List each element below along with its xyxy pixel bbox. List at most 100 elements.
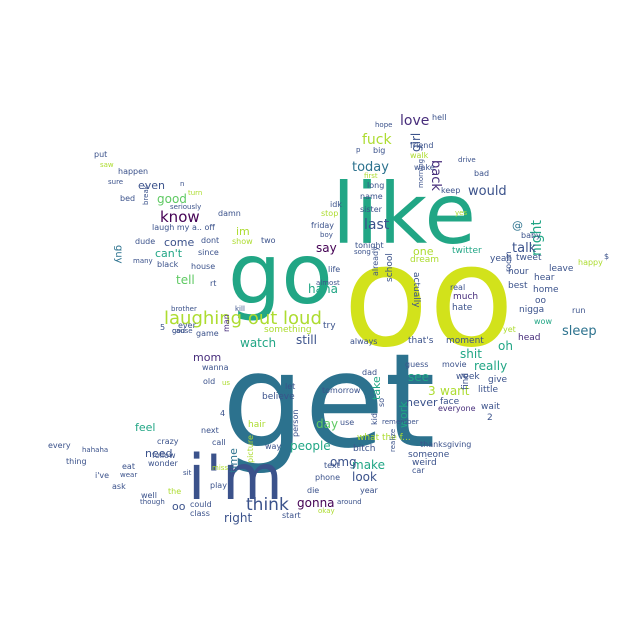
word: want [440, 384, 470, 398]
word: person [291, 409, 300, 437]
word: come [164, 236, 195, 249]
word: go [228, 225, 333, 323]
word: even [138, 179, 166, 192]
word: get [222, 325, 436, 477]
word: never [406, 396, 438, 409]
word: home [533, 285, 559, 295]
word: year [360, 486, 378, 495]
word: someone [408, 450, 450, 460]
word: one [413, 245, 434, 258]
word: next [201, 426, 219, 435]
word: mom [193, 351, 222, 364]
word: little [478, 385, 499, 395]
word: still [296, 333, 317, 347]
word: give [488, 375, 508, 385]
word: 2 [487, 413, 493, 423]
word: sleep [562, 324, 597, 339]
word: sister [360, 205, 382, 214]
word: time [227, 448, 240, 473]
word: shit [460, 347, 482, 361]
word: moment [446, 336, 484, 346]
word: wait [481, 402, 500, 412]
word: actually [411, 272, 421, 308]
word: love [400, 113, 430, 129]
word: walk [410, 151, 429, 160]
word: wake [414, 163, 435, 172]
word: hahaha [82, 446, 109, 454]
word: way [265, 442, 282, 451]
word: im [236, 225, 250, 238]
word: room [504, 251, 513, 272]
word: omg [330, 455, 357, 469]
word: okay [318, 507, 335, 515]
word: car [412, 466, 425, 475]
word: n [180, 180, 185, 188]
word: would [468, 184, 507, 199]
word: class [190, 509, 210, 518]
word: since [198, 248, 219, 257]
word: everyone [438, 404, 476, 413]
word: oo [343, 216, 515, 379]
word: can't [155, 247, 183, 260]
word: people [290, 439, 331, 453]
word: see [408, 370, 430, 384]
word: the [168, 487, 182, 496]
word: p [356, 146, 361, 154]
word: boy [320, 231, 333, 239]
word: right [224, 511, 253, 525]
word: let [285, 382, 296, 391]
word: every [48, 441, 71, 450]
word: start [282, 511, 301, 520]
word: idk [330, 200, 342, 209]
word: already [371, 246, 380, 276]
word: guess [405, 360, 429, 369]
word: think [246, 495, 289, 515]
word: two [261, 236, 276, 245]
word: hour [508, 267, 529, 277]
word: remember [382, 418, 419, 426]
word: picture [246, 435, 255, 463]
word: best [508, 281, 528, 291]
word: ever [178, 321, 196, 330]
word: day [316, 417, 339, 431]
word: school [385, 253, 395, 282]
word: laughing out loud [164, 308, 322, 329]
word: week [456, 372, 480, 382]
word: man [222, 314, 231, 332]
word: good [157, 192, 187, 206]
word: brother [171, 305, 197, 313]
word: today [352, 160, 389, 175]
word: make [352, 458, 385, 472]
word: tell [176, 273, 195, 287]
word: tonight [355, 241, 384, 250]
word: drive [458, 156, 476, 164]
word: dad [362, 368, 378, 377]
word: happy [578, 258, 603, 267]
word: happen [118, 167, 149, 176]
word: dude [135, 237, 156, 246]
word: yeah [490, 254, 513, 264]
word: stop [321, 209, 339, 218]
word: much [453, 292, 479, 302]
word: song [354, 248, 371, 256]
word: laugh my a.. off [152, 223, 215, 232]
word: oo [172, 500, 186, 513]
word: turn [188, 189, 203, 197]
word: tomorrow [322, 386, 361, 395]
word: call [212, 438, 226, 447]
word: hair [248, 420, 266, 430]
word: i've [95, 471, 110, 480]
word: @ [512, 219, 523, 232]
word: dont [201, 236, 220, 245]
word: sit [183, 469, 192, 477]
word: say [316, 241, 337, 255]
word: many [133, 257, 153, 265]
word: leave [549, 264, 574, 274]
word: house [191, 262, 216, 271]
word: last [364, 217, 390, 233]
word: need [145, 447, 173, 460]
word: ask [112, 482, 126, 491]
word: wow [534, 317, 552, 326]
word: game [196, 329, 219, 338]
